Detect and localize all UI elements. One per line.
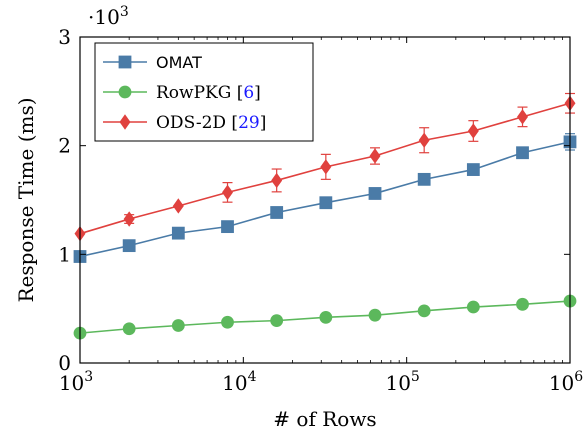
series-1 [73,294,577,340]
legend-label: OMAT [156,53,202,72]
data-point [222,184,233,201]
data-point [417,304,431,318]
data-point [516,146,529,160]
data-point [270,314,284,328]
series-2 [74,92,576,242]
data-point [368,308,382,322]
x-tick-label: 106 [549,369,583,395]
data-point [517,109,529,125]
data-point [171,319,185,332]
data-point [221,315,234,329]
data-point [123,211,135,227]
x-tick-label: 103 [59,369,93,395]
data-point [319,310,333,324]
data-point [369,148,381,164]
series-0 [73,133,577,263]
data-point [368,187,382,200]
x-axis-label: # of Rows [273,407,376,431]
data-point [320,159,332,175]
ticks-layer: 103 104 105 106 0 1 2 3 [58,25,583,395]
data-point [172,198,184,214]
data-point [418,132,430,148]
y-multiplier: ·103 [88,4,129,29]
legend-marker [119,114,131,130]
legend-label: RowPKG [6] [156,83,261,103]
data-point [270,206,284,219]
data-point [466,163,480,176]
data-point [122,239,136,253]
legend-entry: RowPKG [6] [103,83,261,103]
legend-entry: ODS-2D [29] [103,113,266,133]
data-point [221,220,234,234]
legend-entry: OMAT [103,53,202,72]
legend-marker [118,85,132,99]
y-tick-label: 0 [58,351,71,375]
x-tick-label: 105 [385,369,419,395]
legend-items: OMAT RowPKG [6] ODS-2D [29] [103,53,266,133]
legend-label: ODS-2D [29] [156,113,266,133]
legend-marker [118,55,132,69]
data-point [319,196,333,210]
plot-frame [79,36,571,364]
y-tick-label: 3 [58,25,71,49]
legend: OMAT RowPKG [6] ODS-2D [29] [94,42,314,142]
data-point [467,123,479,139]
data-point [122,322,136,336]
data-point [271,172,283,189]
data-layer [73,92,577,340]
y-axis-label: Response Time (ms) [14,97,38,302]
y-tick-label: 2 [58,134,71,158]
x-tick-label: 104 [222,369,256,395]
y-tick-label: 1 [58,242,71,266]
data-point [466,300,480,314]
data-point [171,226,185,240]
data-point [516,297,529,311]
data-point [417,172,431,186]
